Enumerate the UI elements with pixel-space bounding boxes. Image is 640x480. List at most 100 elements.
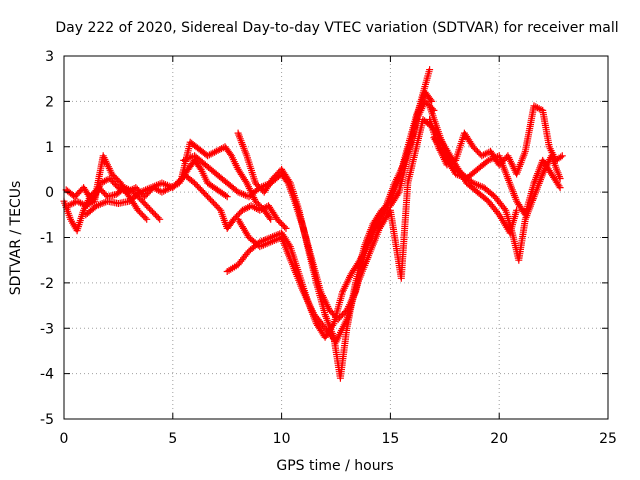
data-point (117, 186, 119, 189)
data-point (150, 209, 152, 211)
data-point (498, 214, 500, 216)
data-point (215, 173, 217, 175)
data-point (115, 193, 117, 195)
y-tick-label: 1 (45, 140, 54, 156)
data-point (224, 146, 226, 148)
data-point (139, 191, 141, 193)
data-point (128, 200, 130, 202)
data-point (428, 69, 431, 71)
series-track-8 (234, 88, 436, 382)
data-point (135, 186, 137, 189)
data-point (237, 168, 239, 171)
data-point (146, 218, 148, 220)
data-point (82, 209, 85, 211)
y-tick-label: -3 (40, 321, 54, 337)
data-point (276, 218, 278, 220)
data-point (341, 291, 344, 293)
data-point (267, 205, 270, 207)
data-point (270, 218, 272, 220)
data-point (533, 182, 535, 184)
data-point (270, 241, 272, 243)
data-point (172, 186, 174, 189)
data-point (237, 218, 239, 220)
data-point (302, 291, 304, 293)
data-point (248, 250, 250, 252)
x-axis-label: GPS time / hours (276, 458, 393, 474)
data-point (524, 214, 526, 216)
data-point (363, 245, 365, 248)
data-point (433, 137, 435, 139)
data-point (189, 141, 191, 143)
y-tick-label: 0 (45, 185, 54, 201)
data-point (324, 314, 326, 316)
data-point (444, 155, 446, 157)
data-point (198, 148, 200, 150)
data-point (161, 182, 163, 184)
data-point (150, 186, 152, 189)
data-point (516, 209, 518, 211)
data-point (357, 282, 359, 284)
data-point (220, 209, 222, 211)
data-point (289, 245, 291, 248)
data-point (65, 189, 67, 191)
data-point (76, 230, 78, 232)
data-point (542, 159, 544, 161)
data-point (516, 173, 518, 175)
data-point (226, 182, 228, 184)
data-point (215, 150, 217, 152)
data-point (376, 223, 378, 225)
data-point (428, 118, 431, 121)
data-point (476, 168, 479, 171)
data-point (106, 196, 109, 198)
data-point (559, 186, 561, 189)
data-point (455, 159, 457, 161)
data-point (368, 255, 370, 257)
y-tick-label: -4 (40, 367, 54, 383)
data-point (270, 236, 272, 239)
series-track-3 (64, 152, 151, 223)
data-point (246, 155, 248, 157)
data-point (246, 182, 248, 184)
data-point (389, 209, 391, 211)
data-point (407, 182, 409, 184)
data-point (313, 314, 315, 316)
data-point (76, 200, 78, 202)
data-point (407, 146, 409, 148)
data-point (550, 173, 553, 175)
data-point (285, 227, 287, 230)
data-point (259, 209, 261, 211)
data-point (93, 200, 96, 202)
data-point (137, 209, 139, 211)
data-point (263, 191, 265, 193)
data-point (498, 155, 500, 157)
data-point (281, 236, 283, 239)
x-tick-label: 25 (599, 431, 617, 447)
data-point (333, 323, 335, 325)
data-point (542, 109, 544, 112)
data-point (465, 177, 468, 180)
data-point (428, 105, 431, 107)
data-point (233, 218, 235, 220)
data-point (307, 245, 309, 248)
data-point (350, 273, 352, 275)
data-point (226, 227, 228, 230)
data-point (389, 205, 391, 207)
data-point (85, 214, 87, 216)
series-track-5 (180, 170, 290, 232)
data-point (335, 341, 337, 343)
data-point (494, 196, 496, 198)
data-point (489, 150, 492, 152)
data-point (481, 155, 483, 157)
data-point (550, 155, 553, 157)
data-point (516, 200, 518, 202)
data-point (281, 232, 283, 234)
data-point (518, 259, 520, 261)
data-point (106, 200, 109, 202)
data-point (346, 327, 348, 329)
data-point (346, 318, 348, 320)
data-point (339, 377, 341, 379)
data-point (230, 155, 233, 157)
data-point (254, 182, 257, 184)
x-tick-label: 20 (490, 431, 508, 447)
